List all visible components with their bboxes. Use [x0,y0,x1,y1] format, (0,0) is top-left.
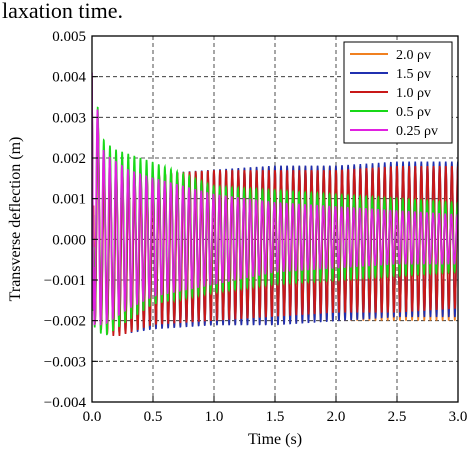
caption-fragment: laxation time. [2,0,123,23]
y-tick-label: 0.000 [52,232,86,248]
axis-ticks [91,35,459,403]
x-tick-label: 3.0 [449,409,468,425]
y-tick-label: 0.003 [52,110,86,126]
legend-label: 0.5 ρv [396,105,431,120]
series-line [92,72,458,326]
series-line [92,76,458,336]
legend-label: 1.0 ρv [396,86,431,101]
legend-label: 2.0 ρv [396,48,431,63]
x-tick-label: 0.0 [83,409,102,425]
y-tick-label: −0.002 [44,314,86,330]
legend-label: 1.5 ρv [396,67,431,82]
x-tick-label: 0.5 [144,409,163,425]
x-tick-labels: 0.0 0.5 1.0 1.5 2.0 2.5 3.0 [83,409,468,425]
legend-label: 0.25 ρv [396,124,438,139]
y-tick-label: −0.001 [44,273,86,289]
y-tick-label: 0.002 [52,151,86,167]
legend: 2.0 ρv 1.5 ρv 1.0 ρv 0.5 ρv 0.25 ρv [343,41,453,144]
y-tick-label: 0.004 [52,70,86,86]
series-layer [92,72,458,337]
y-tick-labels: −0.004 −0.003 −0.002 −0.001 0.000 0.001 0.002 0… [44,29,87,411]
x-tick-label: 2.5 [388,409,407,425]
x-tick-label: 1.5 [266,409,285,425]
x-axis-label: Time (s) [248,431,302,448]
x-tick-label: 1.0 [205,409,224,425]
x-tick-label: 2.0 [327,409,346,425]
y-tick-label: −0.003 [44,354,86,370]
y-tick-label: −0.004 [44,395,87,411]
y-tick-label: 0.005 [52,29,86,45]
y-axis-label: Transverse deflection (m) [7,137,24,302]
y-tick-label: 0.001 [52,192,86,208]
